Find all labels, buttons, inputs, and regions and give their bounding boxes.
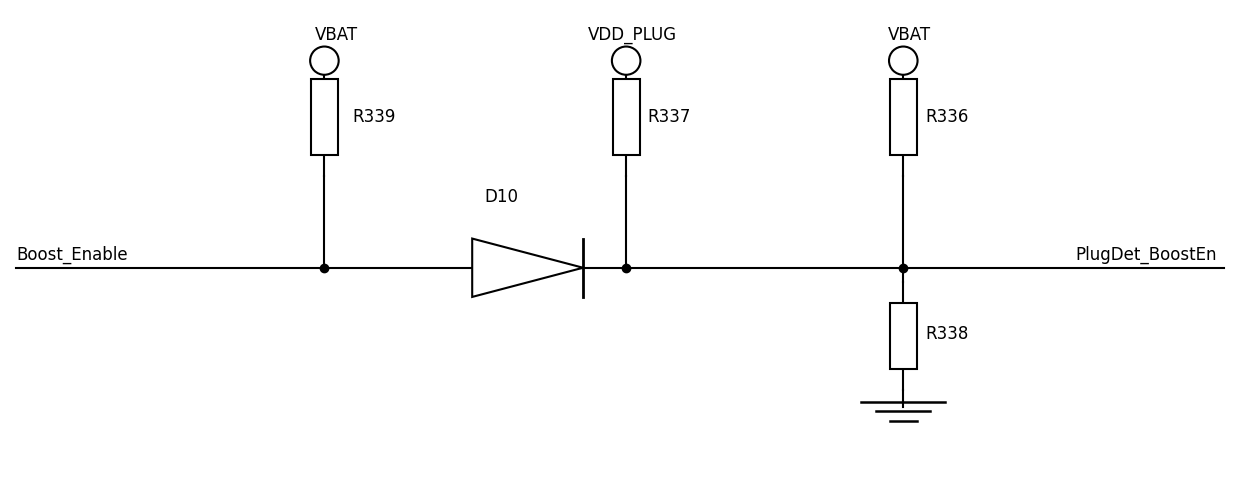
- Text: R339: R339: [352, 108, 396, 126]
- Text: PlugDet_BoostEn: PlugDet_BoostEn: [1076, 245, 1218, 264]
- Text: D10: D10: [485, 188, 518, 206]
- Text: VBAT: VBAT: [315, 26, 358, 44]
- Bar: [613, 80, 640, 155]
- Text: R336: R336: [925, 108, 968, 126]
- Text: R338: R338: [925, 325, 968, 342]
- Ellipse shape: [889, 46, 918, 75]
- Ellipse shape: [611, 46, 640, 75]
- Ellipse shape: [310, 46, 339, 75]
- Bar: [890, 303, 916, 369]
- Text: Boost_Enable: Boost_Enable: [16, 245, 128, 264]
- Bar: [890, 80, 916, 155]
- Text: VDD_PLUG: VDD_PLUG: [588, 26, 677, 44]
- Text: VBAT: VBAT: [888, 26, 931, 44]
- Bar: [311, 80, 339, 155]
- Polygon shape: [472, 239, 583, 297]
- Text: R337: R337: [647, 108, 691, 126]
